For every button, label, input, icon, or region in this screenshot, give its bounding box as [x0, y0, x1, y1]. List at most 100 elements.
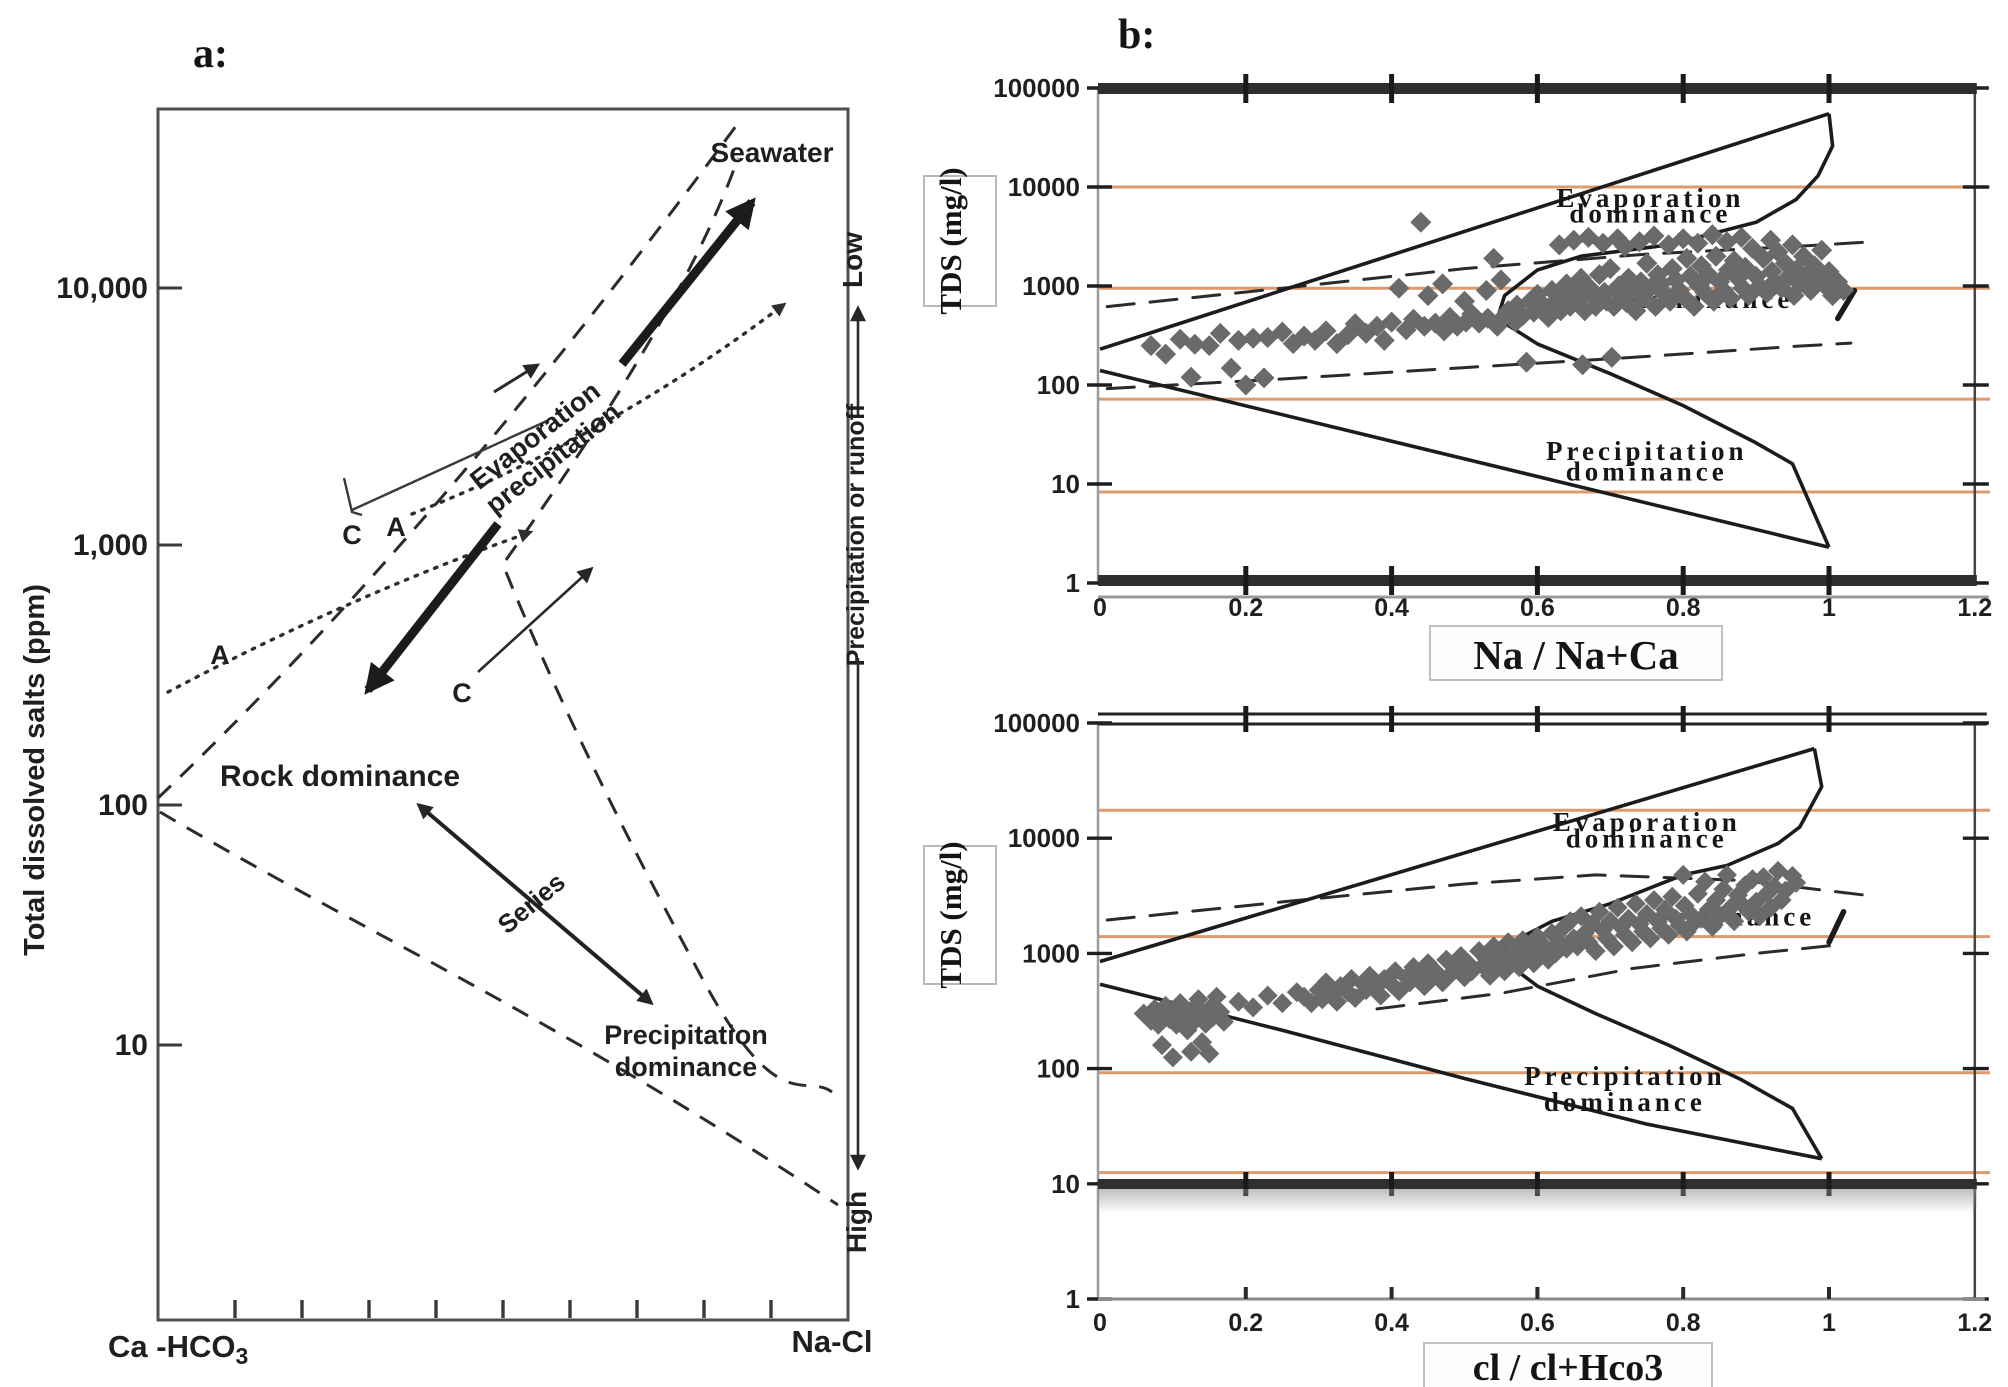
x-tick-label: 0.8 — [1666, 1309, 1701, 1337]
mid-bar-tick — [1534, 1172, 1540, 1196]
y-tick-label: 100 — [1037, 1054, 1080, 1084]
rock-dominance-label: Rock dominance — [220, 760, 460, 793]
y-tick-label: 100 — [1037, 370, 1080, 400]
precipitation-dominance-label: dominance — [1566, 457, 1728, 487]
mid-bar-tick — [1243, 1172, 1249, 1196]
xlabel-box-top — [1429, 625, 1723, 681]
bottom-axis-tick — [1243, 1287, 1248, 1299]
dashed-envelope-curve — [1105, 240, 1875, 309]
panel-b-label: b: — [1118, 12, 1155, 58]
xlabel-top: Na / Na+Ca — [1473, 632, 1679, 678]
y-tick-label: 10 — [1051, 1169, 1080, 1199]
seawater-trend-arrow — [618, 197, 756, 367]
bottom-axis-tick — [1389, 566, 1395, 595]
label-a1: A — [210, 640, 230, 670]
x-tick-label: 1.2 — [1957, 1309, 1992, 1337]
evaporation-dominance-label: dominance — [1569, 198, 1731, 228]
bottom-axis-tick — [1680, 566, 1686, 595]
mid-bar-shadow — [1098, 1189, 1977, 1213]
bottom-axis-tick — [1243, 566, 1249, 595]
stray-mark — [1826, 908, 1847, 945]
y-tick-label: 10000 — [1008, 823, 1080, 853]
y-tick-100: 100 — [98, 789, 148, 822]
precipitation-dominance-label: Precipitation — [1524, 1061, 1725, 1091]
x-tick-label: 1 — [1822, 594, 1836, 622]
top-axis-tick — [1243, 74, 1249, 103]
y-tick-label: 100000 — [993, 708, 1080, 738]
x-right-label: Na-Cl — [792, 1324, 873, 1359]
boomerang-upper-edge — [1099, 746, 1815, 964]
label-a2: A — [386, 512, 406, 542]
top-axis-tick — [1826, 706, 1832, 732]
tds-label-box-bottom — [923, 845, 997, 985]
boomerang-lower-edge — [1099, 368, 1830, 549]
bottom-axis-tick — [1681, 1287, 1686, 1299]
leader-line — [351, 418, 550, 512]
mid-bar-tick — [1389, 1172, 1395, 1196]
dashed-envelope-curve — [1105, 341, 1853, 391]
boomerang-inner-edge — [1495, 113, 1835, 548]
tds-label-box-top — [923, 175, 997, 307]
panel-a-y-ticks — [158, 286, 182, 1047]
panel-a-gibbs-schematic: a: 10,000 1,000 100 10 Ca -HCO3 Na-Cl To… — [19, 31, 872, 1369]
y-tick-label: 1 — [1066, 568, 1080, 598]
top-axis-tick — [1534, 706, 1540, 732]
bottom-axis-tick — [1827, 1287, 1831, 1299]
panel-a-x-ticks — [233, 1300, 773, 1318]
c-path-arrow — [477, 566, 594, 673]
bottom-axis-tick — [1535, 1287, 1540, 1299]
top-axis-tick — [1389, 706, 1395, 732]
evaporation-dominance-label: dominance — [1566, 824, 1728, 854]
scatter-points — [1133, 860, 1807, 1068]
small-evaporation-arrow — [493, 363, 541, 394]
x-tick-label: 0.8 — [1666, 594, 1701, 622]
label-c1: C — [342, 520, 362, 550]
x-tick-label: 0.6 — [1520, 594, 1555, 622]
precipitation-dominance-label-line2: dominance — [615, 1052, 758, 1082]
mid-bar-tick — [1826, 1172, 1832, 1196]
label-c2: C — [452, 678, 472, 708]
x-tick-label: 0.4 — [1374, 594, 1409, 622]
envelope-inner-upper-dashed — [504, 157, 740, 561]
top-axis-tick — [1680, 706, 1686, 732]
xlabel-bottom: cl / cl+Hco3 — [1473, 1347, 1663, 1387]
x-tick-label: 1.2 — [1957, 594, 1992, 622]
x-tick-label: 1 — [1822, 1309, 1836, 1337]
mid-bar-tick — [1680, 1172, 1686, 1196]
y-tick-10: 10 — [115, 1029, 148, 1062]
rock-trend-arrow — [364, 521, 502, 695]
envelope-upper-dashed — [156, 125, 738, 800]
evaporation-dominance-label: Evaporation — [1553, 807, 1741, 837]
evaporation-dominance-label: Evaporation — [1556, 183, 1744, 213]
panel-a-y-axis-title: Total dissolved salts (ppm) — [19, 584, 51, 956]
envelope-inner-lower-dashed — [504, 571, 833, 1094]
top-axis-tick — [1534, 74, 1540, 103]
precipitation-dominance-label: Precipitation — [1546, 436, 1747, 466]
panel-b-scatter-charts: b: TDS (mg/l) TDS (mg/l) 100000100001000… — [923, 12, 1992, 1387]
runoff-label: Precipitation or runoff — [842, 403, 870, 666]
scatter-chart-na-naca: 10000010000100010010100.20.40.60.811.2do… — [993, 73, 1992, 622]
y-tick-label: 1000 — [1022, 938, 1080, 968]
x-tick-label: 0.2 — [1228, 1309, 1263, 1337]
xlabel-box-bottom — [1423, 1342, 1713, 1387]
panel-a-plot-box — [156, 107, 850, 1322]
scatter-chart-cl-clhco3: 10000010000100010010100.20.40.60.811.2do… — [993, 706, 1992, 1337]
stray-mark — [1834, 287, 1858, 322]
y-tick-label: 100000 — [993, 73, 1080, 103]
scatter-points — [1140, 211, 1855, 396]
low-label: Low — [837, 232, 868, 288]
y-tick-10000: 10,000 — [56, 272, 148, 305]
x-tick-label: 0 — [1093, 1309, 1107, 1337]
x-tick-label: 0.2 — [1228, 594, 1263, 622]
dotted-path-A-lower — [166, 529, 534, 694]
top-axis-tick — [1389, 74, 1395, 103]
top-axis-tick — [1243, 706, 1249, 732]
top-axis-tick — [1680, 74, 1686, 103]
y-tick-label: 10 — [1051, 469, 1080, 499]
x-tick-label: 0.6 — [1520, 1309, 1555, 1337]
y-tick-1000: 1,000 — [73, 529, 148, 562]
bottom-axis-tick — [1534, 566, 1540, 595]
y-tick-label: 1 — [1066, 1284, 1080, 1314]
